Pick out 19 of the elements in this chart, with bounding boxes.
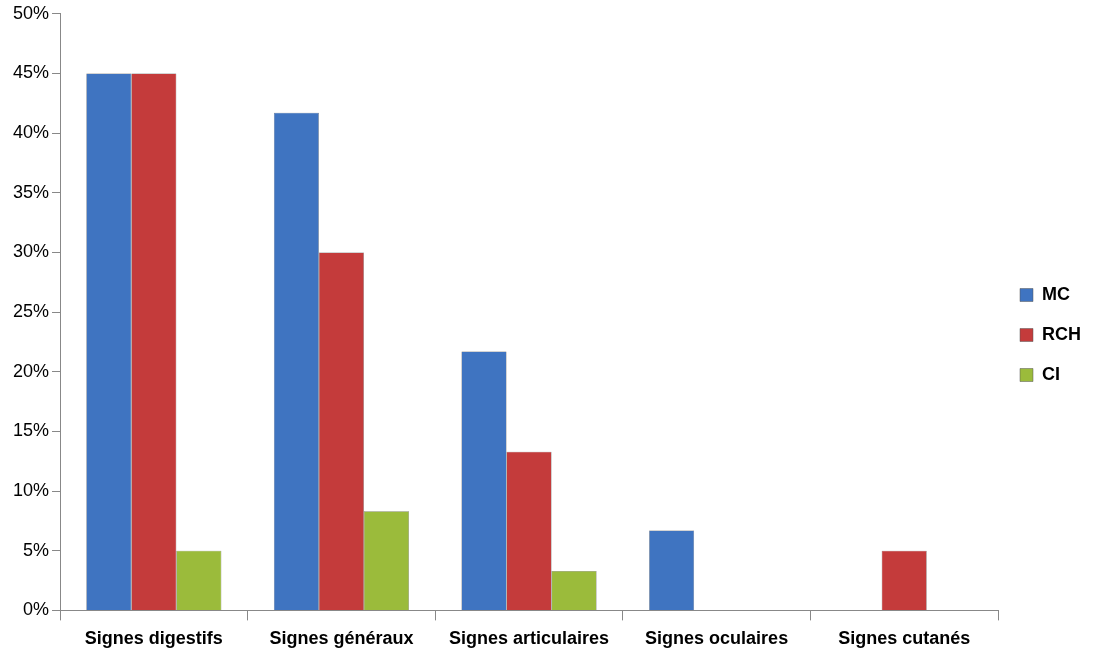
y-tick-label: 40% — [13, 122, 50, 143]
y-tick-label: 45% — [13, 62, 50, 83]
y-tick-label: 20% — [13, 360, 50, 381]
y-tick-label: 5% — [23, 539, 50, 560]
y-tick-label: 25% — [13, 301, 50, 322]
x-tick-label: Signes oculaires — [645, 628, 789, 649]
x-tick-label: Signes articulaires — [448, 628, 610, 649]
y-tick-label: 10% — [13, 480, 50, 501]
y-tick-label: 15% — [13, 420, 50, 441]
x-tick-label: Signes digestifs — [84, 628, 223, 649]
x-tick-label: Signes cutanés — [838, 628, 971, 649]
y-tick-label: 35% — [13, 181, 50, 202]
legend-label: CI — [1042, 363, 1060, 384]
y-tick-label: 30% — [13, 241, 50, 262]
y-tick-label: 50% — [13, 2, 50, 23]
legend-label: RCH — [1042, 323, 1081, 344]
x-tick-label: Signes généraux — [269, 628, 414, 649]
legend-label: MC — [1042, 283, 1070, 304]
y-tick-label: 0% — [23, 599, 50, 620]
